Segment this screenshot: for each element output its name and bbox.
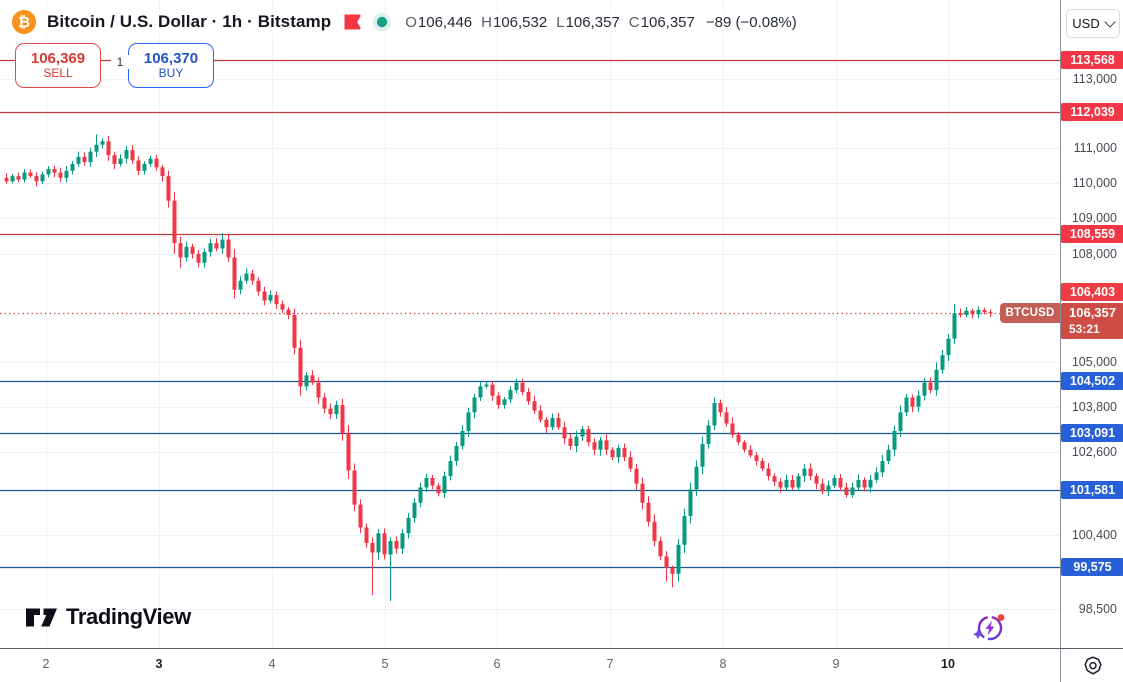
time-tick-label: 5 xyxy=(381,657,389,671)
price-tick-label: 102,600 xyxy=(1071,444,1117,459)
price-tick-label: 103,800 xyxy=(1071,399,1117,414)
buy-button[interactable]: 106,370 BUY xyxy=(128,43,214,88)
price-tick-label: 109,000 xyxy=(1071,211,1117,226)
flash-sparkle-icon[interactable] xyxy=(971,609,1007,645)
bitcoin-icon: ₿ xyxy=(12,10,36,34)
ohlc-item: C106,357 xyxy=(628,13,695,31)
sell-button[interactable]: 106,369 SELL xyxy=(15,43,101,88)
last-price-badge: 106,357 53:21 xyxy=(1061,302,1123,339)
tradingview-wordmark: TradingView xyxy=(66,604,191,629)
sell-label: SELL xyxy=(43,66,73,81)
alert-flag-icon[interactable] xyxy=(342,12,363,32)
time-tick-label: 2 xyxy=(42,657,50,671)
currency-label: USD xyxy=(1072,16,1100,31)
price-tick-label: 108,000 xyxy=(1071,246,1117,261)
ohlc-item: L106,357 xyxy=(556,13,620,31)
price-tick-label: 98,500 xyxy=(1078,601,1117,616)
time-tick-label: 7 xyxy=(606,657,614,671)
time-axis[interactable]: 2 3 4 5 6 7 8 9 10 xyxy=(0,648,1060,682)
tradingview-mark-icon xyxy=(26,608,57,626)
ohlc-values: O106,446 H106,532 L106,357 C106,357 −89 (−0.… xyxy=(401,11,801,33)
time-tick-label: 4 xyxy=(268,657,276,671)
bar-countdown: 53:21 xyxy=(1069,321,1100,336)
candles xyxy=(4,134,993,602)
buy-label: BUY xyxy=(158,66,184,81)
price-level-lines[interactable] xyxy=(0,59,1060,569)
price-tick-label: 105,000 xyxy=(1071,355,1117,370)
ohlc-item: O106,446 xyxy=(405,13,473,31)
price-level-badge: 99,575 xyxy=(1061,558,1123,576)
time-tick-label: 9 xyxy=(832,657,840,671)
symbol-header: ₿ Bitcoin / U.S. Dollar · 1h · Bitstamp … xyxy=(12,10,801,34)
price-level-badge: 101,581 xyxy=(1061,481,1123,500)
price-level-badge: 104,502 xyxy=(1061,371,1123,390)
market-status-icon[interactable] xyxy=(372,12,392,32)
ohlc-item: H106,532 xyxy=(481,13,548,31)
time-tick-label: 6 xyxy=(493,657,501,671)
notification-dot xyxy=(997,614,1005,621)
symbol-title[interactable]: Bitcoin / U.S. Dollar · 1h · Bitstamp xyxy=(45,10,334,34)
spread-value: 1 xyxy=(111,55,129,69)
price-level-badge: 108,559 xyxy=(1061,224,1123,243)
chevron-down-icon xyxy=(1104,16,1116,28)
candlestick-chart[interactable] xyxy=(0,0,1060,648)
price-tick-label: 113,000 xyxy=(1072,72,1117,87)
price-level-badge: 106,403 xyxy=(1061,283,1123,302)
price-tick-label: 100,400 xyxy=(1071,528,1117,543)
axis-settings-corner[interactable] xyxy=(1060,648,1123,682)
order-panel: 106,369 SELL 1 106,370 BUY xyxy=(15,43,214,88)
price-level-badge: 113,568 xyxy=(1061,51,1123,70)
currency-dropdown[interactable]: USD xyxy=(1066,9,1120,38)
price-tick-label: 110,000 xyxy=(1072,176,1117,191)
last-price-value: 106,357 xyxy=(1069,305,1116,321)
time-tick-label: 10 xyxy=(941,657,955,671)
price-level-badge: 103,091 xyxy=(1061,424,1123,443)
buy-price: 106,370 xyxy=(143,49,199,67)
sell-price: 106,369 xyxy=(30,49,86,67)
price-tick-label: 111,000 xyxy=(1073,141,1117,156)
symbol-price-label: BTCUSD xyxy=(1000,302,1060,323)
gridlines xyxy=(0,0,1060,648)
time-tick-label: 8 xyxy=(719,657,727,671)
price-change: −89 (−0.08%) xyxy=(705,13,797,31)
price-axis[interactable]: USD 106,357 53:21 113,000 111,000 110,000 1… xyxy=(1060,0,1123,648)
price-level-badge: 112,039 xyxy=(1061,103,1123,122)
time-tick-label: 3 xyxy=(155,657,163,671)
gear-icon xyxy=(1083,655,1102,675)
tradingview-logo[interactable]: TradingView xyxy=(26,604,191,630)
